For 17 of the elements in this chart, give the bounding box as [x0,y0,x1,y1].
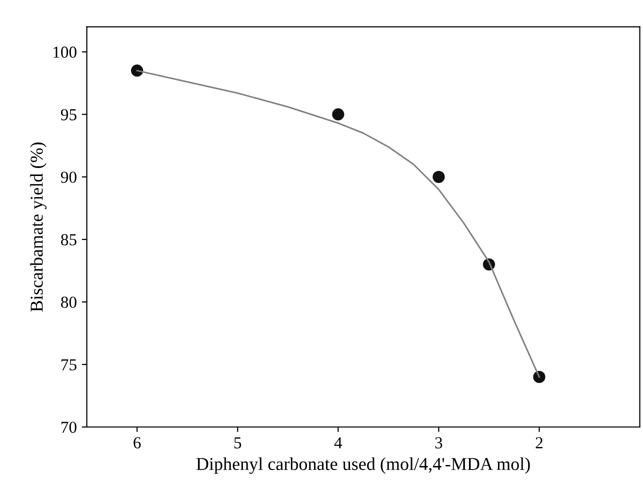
x-tick-label: 4 [334,437,342,448]
point [432,170,445,183]
x-tick-label: 3 [435,437,442,448]
y-tick-label: 70 [62,422,76,433]
x-tick-label: 2 [536,437,542,448]
x-tick-label: 5 [234,437,242,448]
y-tick-label: 85 [61,234,76,246]
x-axis-title: Diphenyl carbonate used (mol/4,4'-MDA mol) [196,457,530,474]
x-tick-label: 6 [134,437,141,448]
y-tick-label: 95 [60,109,76,120]
y-tick-label: 100 [54,46,76,58]
y-tick-label: 80 [61,296,76,308]
y-tick-label: 75 [62,359,76,370]
y-tick-label: 90 [60,172,76,183]
point [131,64,144,77]
y-axis-title: Biscarbamate yield (%) [30,142,47,312]
point [332,108,344,120]
